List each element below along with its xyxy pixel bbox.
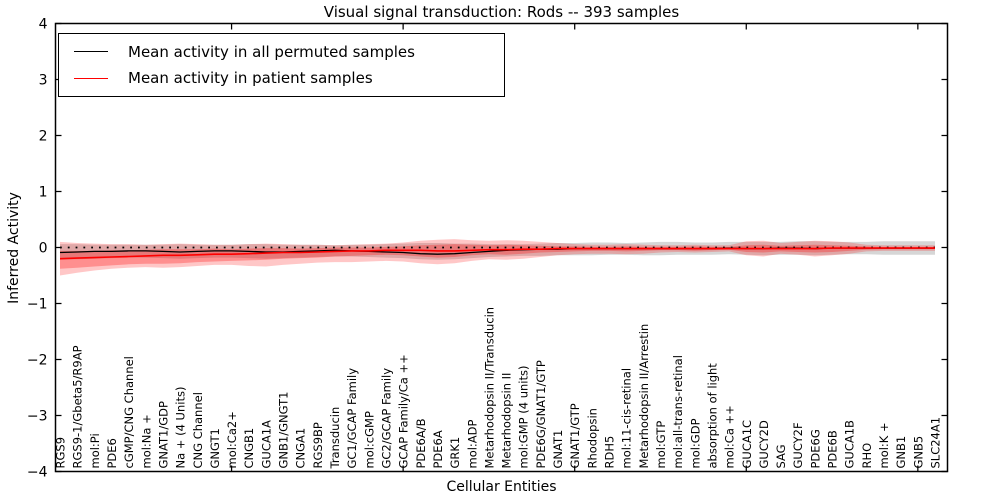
x-axis-label: Cellular Entities [446, 479, 557, 495]
y-tick-label: −1 [27, 297, 48, 313]
x-tick-label: GRK1 [448, 437, 462, 469]
x-tick-label: GNAT1 [551, 430, 565, 469]
x-tick-label: mol:Pi [88, 433, 102, 468]
x-tick-label: Transducin [328, 407, 342, 470]
y-tick-label: 0 [39, 241, 48, 257]
x-tick-label: mol:K + [877, 422, 891, 468]
x-tick-label: PDE6G [808, 429, 822, 468]
x-tick-label: CNG Channel [191, 392, 205, 468]
legend-item-patient: Mean activity in patient samples [59, 69, 504, 87]
legend-line-sample-permuted [74, 51, 108, 53]
x-tick-label: GUCA1C [740, 420, 754, 469]
x-tick-label: mol:GTP [654, 421, 668, 469]
x-tick-label: mol:cGMP [362, 411, 376, 468]
x-tick-label: mol:11-cis-retinal [620, 368, 634, 469]
x-tick-label: cGMP/CNG Channel [122, 356, 136, 468]
x-tick-label: GUCA1A [259, 420, 273, 469]
x-tick-label: GUCA1B [843, 420, 857, 469]
x-tick-label: mol:Ca2+ [225, 411, 239, 468]
legend-label-permuted: Mean activity in all permuted samples [128, 42, 415, 61]
x-tick-label: Metarhodopsin II/Transducin [482, 307, 496, 469]
x-tick-label: GUCY2D [757, 420, 771, 468]
x-tick-label: PDE6G/GNAT1/GTP [534, 360, 548, 468]
x-tick-label: GC2/GCAP Family [379, 368, 393, 469]
x-tick-label: SAG [774, 444, 788, 468]
x-tick-label: Rhodopsin [585, 408, 599, 468]
x-tick-label: mol:ADP [465, 419, 479, 468]
x-tick-label: RGS9-1/Gbeta5/R9AP [71, 345, 85, 468]
x-tick-label: PDE6A [431, 430, 445, 468]
x-tick-label: RDH5 [603, 436, 617, 469]
y-axis-label: Inferred Activity [6, 192, 22, 304]
legend-label-patient: Mean activity in patient samples [128, 69, 373, 88]
x-tick-label: mol:Na + [139, 414, 153, 468]
x-tick-label: GNB1/GNGT1 [277, 392, 291, 469]
x-tick-label: PDE6B [826, 430, 840, 468]
legend: Mean activity in all permuted samples Me… [58, 33, 505, 97]
x-tick-label: CNGB1 [242, 428, 256, 469]
series-line-patient [59, 247, 935, 260]
x-tick-label: GNAT1/GDP [156, 401, 170, 468]
x-tick-label: Na + (4 Units) [174, 387, 188, 469]
x-tick-label: GNGT1 [208, 428, 222, 468]
x-tick-label: GUCY2F [791, 422, 805, 468]
y-tick-label: −3 [27, 409, 48, 425]
x-tick-label: Metarhodopsin II/Arrestin [637, 324, 651, 469]
chart-title: Visual signal transduction: Rods -- 393 … [323, 3, 680, 21]
x-tick-label: GC1/GCAP Family [345, 368, 359, 469]
x-tick-label: absorption of light [705, 363, 719, 469]
y-tick-label: 1 [39, 185, 48, 201]
x-tick-label: PDE6A/B [414, 418, 428, 468]
x-tick-label: GNB5 [911, 436, 925, 469]
x-tick-label: PDE6 [105, 438, 119, 468]
x-tick-label: SLC24A1 [929, 417, 943, 469]
x-tick-label: GNB1 [894, 436, 908, 469]
y-tick-label: −2 [27, 353, 48, 369]
y-tick-label: −4 [27, 465, 48, 481]
x-tick-label: Metarhodopsin II [500, 373, 514, 469]
y-tick-label: 4 [39, 17, 48, 33]
x-tick-label: mol:GMP (4 units) [517, 366, 531, 469]
x-tick-label: GCAP Family/Ca ++ [397, 354, 411, 468]
y-tick-label: 3 [39, 73, 48, 89]
x-tick-label: mol:GDP [688, 418, 702, 468]
x-tick-label: RHO [860, 443, 874, 469]
x-tick-label: RGS9BP [311, 422, 325, 468]
x-tick-label: GNAT1/GTP [568, 403, 582, 468]
x-tick-label: CNGA1 [294, 428, 308, 469]
legend-item-permuted: Mean activity in all permuted samples [59, 43, 504, 61]
x-tick-label: mol:Ca ++ [723, 405, 737, 468]
legend-line-sample-patient [74, 77, 108, 79]
x-tick-label: mol:all-trans-retinal [671, 355, 685, 468]
y-tick-label: 2 [39, 129, 48, 145]
band-patient-samples-inner-range [60, 244, 935, 269]
x-tick-label: RGS9 [54, 437, 68, 469]
